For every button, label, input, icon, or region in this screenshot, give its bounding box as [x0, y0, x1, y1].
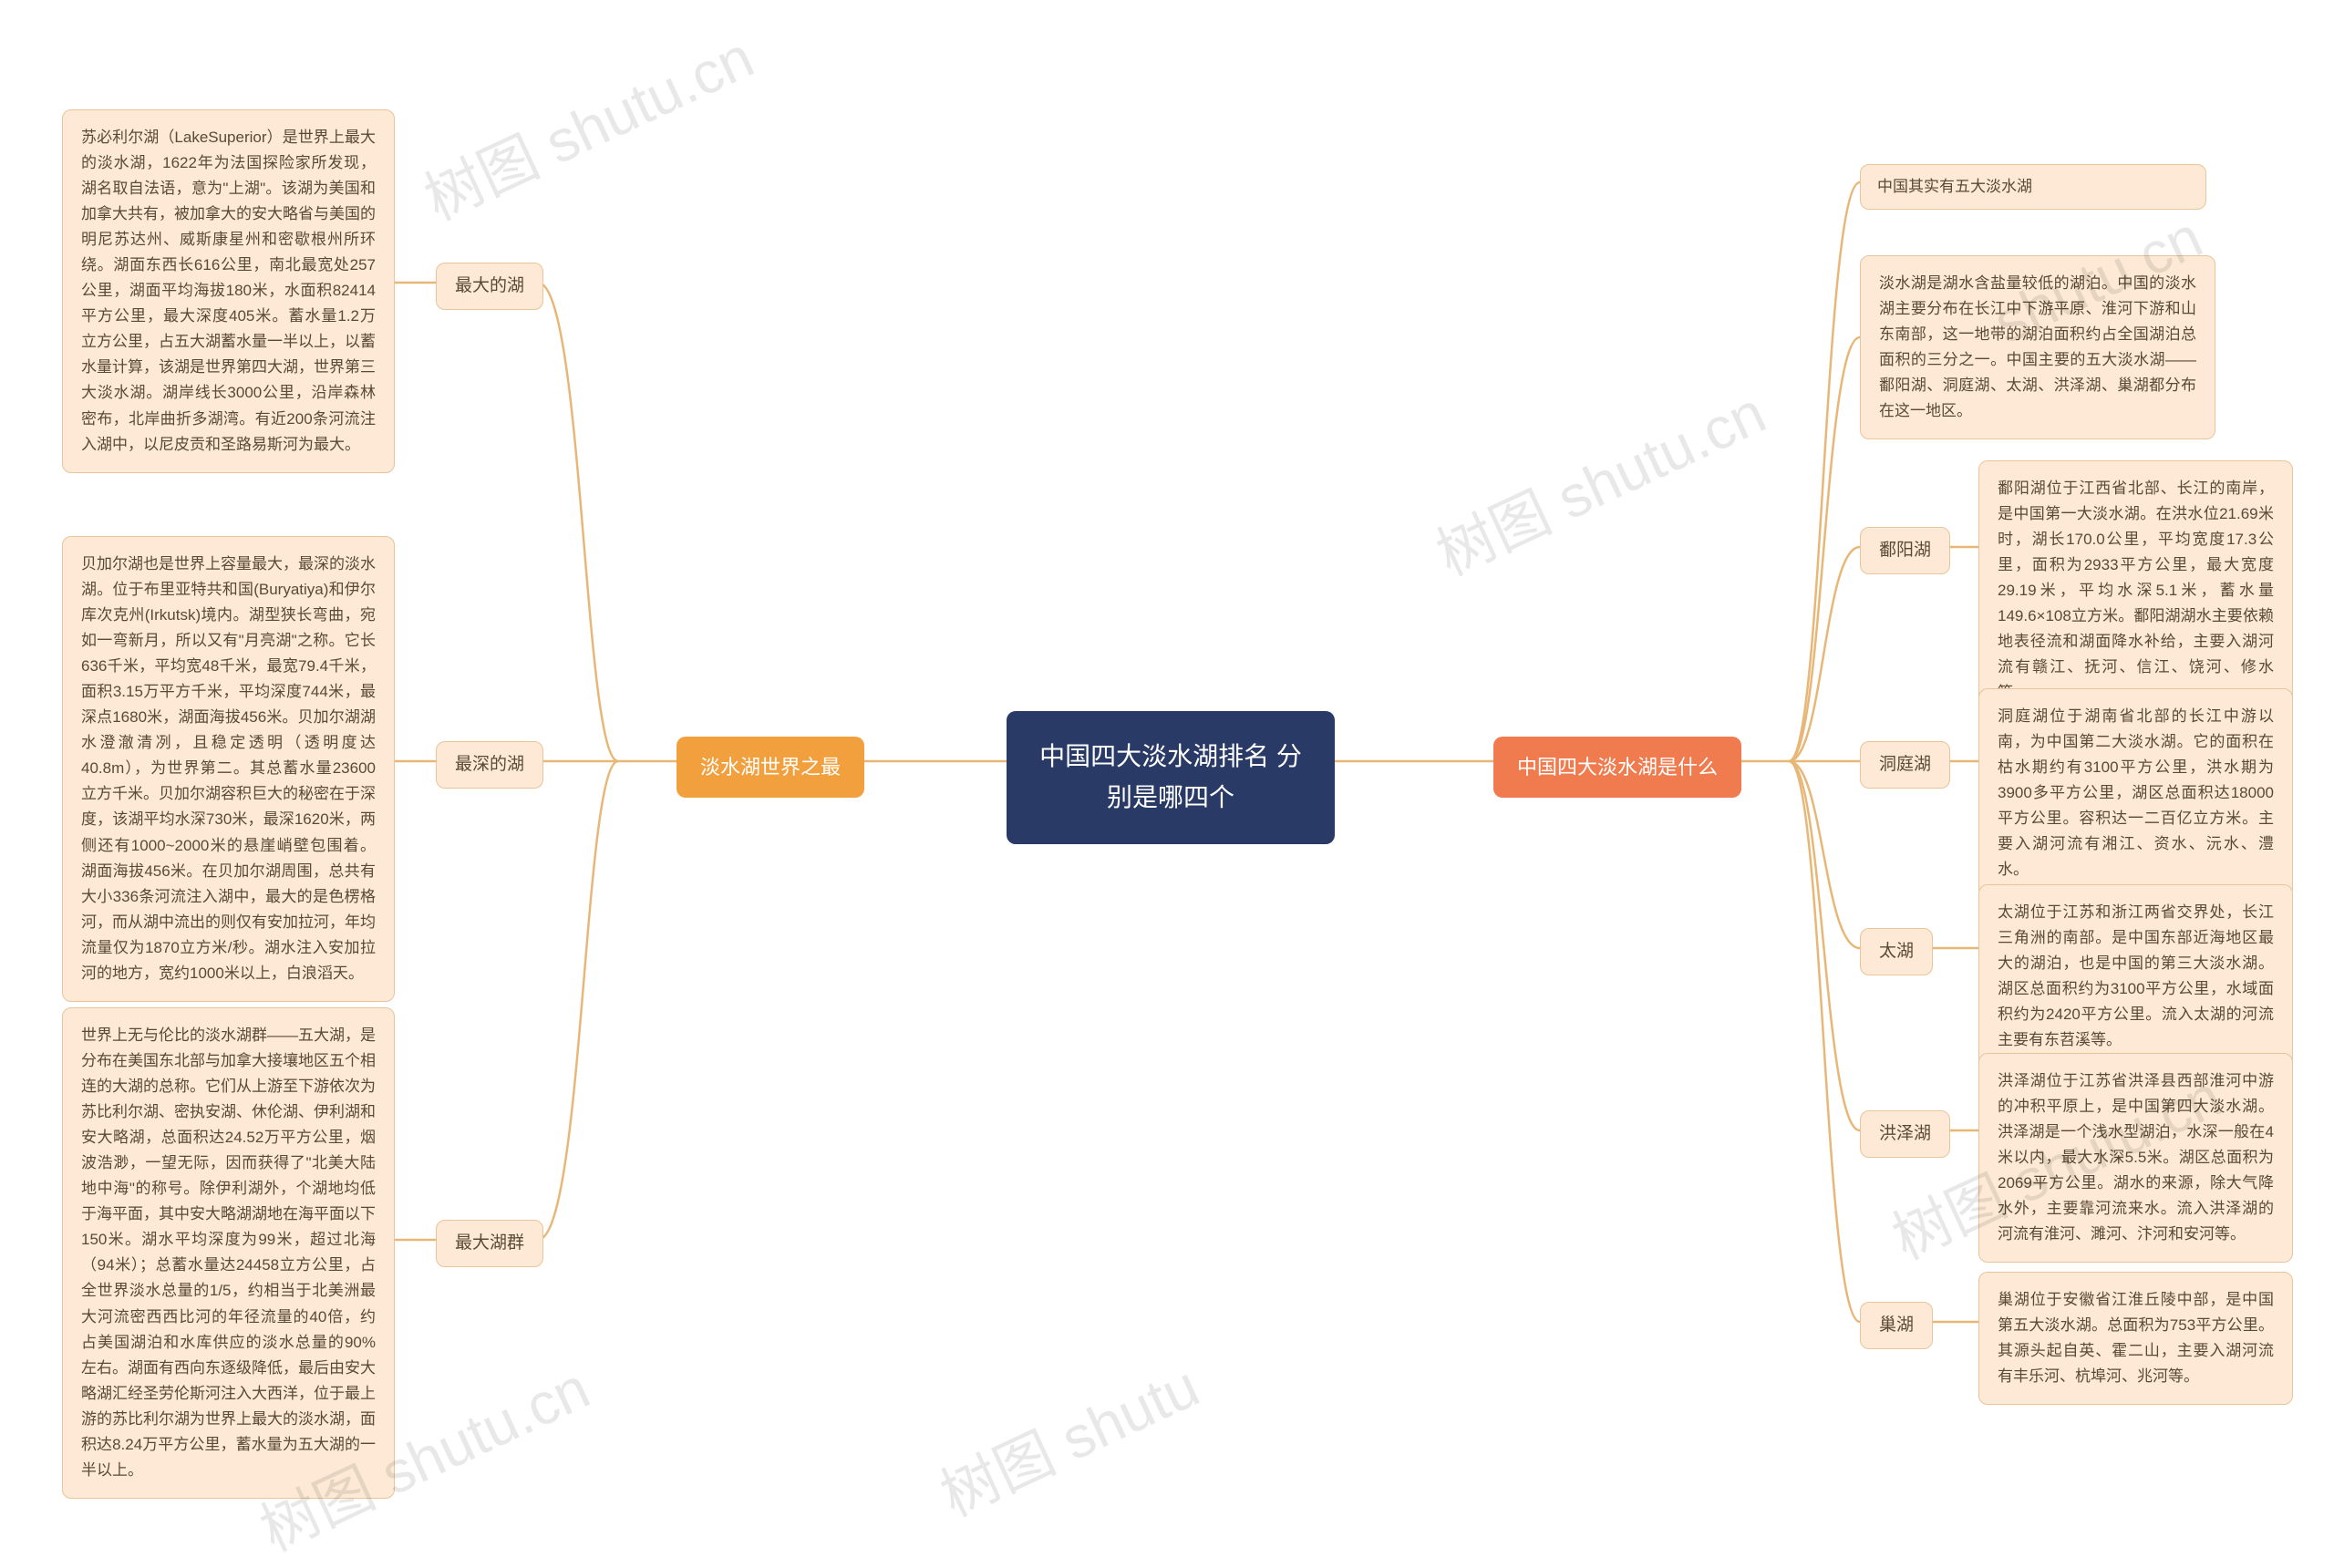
- left-leaf-1[interactable]: 贝加尔湖也是世界上容量最大，最深的淡水湖。位于布里亚特共和国(Buryatiya…: [62, 536, 395, 1002]
- left-sub-1-label: 最深的湖: [455, 751, 524, 779]
- root-title: 中国四大淡水湖排名 分别是哪四个: [1034, 737, 1307, 819]
- left-sub-0[interactable]: 最大的湖: [436, 263, 543, 310]
- right-leaf-0[interactable]: 中国其实有五大淡水湖: [1860, 164, 2206, 210]
- right-leaf-2[interactable]: 鄱阳湖位于江西省北部、长江的南岸，是中国第一大淡水湖。在洪水位21.69米时，湖…: [1978, 460, 2293, 721]
- right-leaf-3[interactable]: 洞庭湖位于湖南省北部的长江中游以南，为中国第二大淡水湖。它的面积在枯水期约有31…: [1978, 688, 2293, 898]
- right-leaf-6[interactable]: 巢湖位于安徽省江淮丘陵中部，是中国第五大淡水湖。总面积为753平方公里。其源头起…: [1978, 1272, 2293, 1405]
- left-leaf-1-text: 贝加尔湖也是世界上容量最大，最深的淡水湖。位于布里亚特共和国(Buryatiya…: [81, 555, 376, 982]
- right-sub-2-label: 鄱阳湖: [1879, 537, 1931, 564]
- left-leaf-0[interactable]: 苏必利尔湖（LakeSuperior）是世界上最大的淡水湖，1622年为法国探险…: [62, 109, 395, 473]
- left-leaf-2[interactable]: 世界上无与伦比的淡水湖群——五大湖，是分布在美国东北部与加拿大接壤地区五个相连的…: [62, 1007, 395, 1499]
- right-leaf-4-text: 太湖位于江苏和浙江两省交界处，长江三角洲的南部。是中国东部近海地区最大的湖泊，也…: [1998, 903, 2274, 1048]
- watermark-0: 树图 shutu.cn: [409, 11, 765, 236]
- right-leaf-1[interactable]: 淡水湖是湖水含盐量较低的湖泊。中国的淡水湖主要分布在长江中下游平原、淮河下游和山…: [1860, 255, 2215, 439]
- right-leaf-5[interactable]: 洪泽湖位于江苏省洪泽县西部淮河中游的冲积平原上，是中国第四大淡水湖。洪泽湖是一个…: [1978, 1053, 2293, 1263]
- right-leaf-2-text: 鄱阳湖位于江西省北部、长江的南岸，是中国第一大淡水湖。在洪水位21.69米时，湖…: [1998, 480, 2274, 701]
- right-sub-2[interactable]: 鄱阳湖: [1860, 527, 1950, 574]
- left-category-label: 淡水湖世界之最: [700, 751, 841, 783]
- right-leaf-6-text: 巢湖位于安徽省江淮丘陵中部，是中国第五大淡水湖。总面积为753平方公里。其源头起…: [1998, 1291, 2274, 1385]
- right-leaf-5-text: 洪泽湖位于江苏省洪泽县西部淮河中游的冲积平原上，是中国第四大淡水湖。洪泽湖是一个…: [1998, 1072, 2274, 1243]
- right-sub-6[interactable]: 巢湖: [1860, 1302, 1933, 1349]
- right-sub-3[interactable]: 洞庭湖: [1860, 741, 1950, 789]
- left-sub-0-label: 最大的湖: [455, 273, 524, 300]
- right-sub-5[interactable]: 洪泽湖: [1860, 1110, 1950, 1158]
- root-node[interactable]: 中国四大淡水湖排名 分别是哪四个: [1007, 711, 1335, 844]
- left-leaf-2-text: 世界上无与伦比的淡水湖群——五大湖，是分布在美国东北部与加拿大接壤地区五个相连的…: [81, 1026, 376, 1479]
- left-category[interactable]: 淡水湖世界之最: [676, 737, 864, 798]
- right-leaf-3-text: 洞庭湖位于湖南省北部的长江中游以南，为中国第二大淡水湖。它的面积在枯水期约有31…: [1998, 707, 2274, 878]
- left-sub-2[interactable]: 最大湖群: [436, 1220, 543, 1267]
- left-sub-1[interactable]: 最深的湖: [436, 741, 543, 789]
- right-sub-4[interactable]: 太湖: [1860, 928, 1933, 975]
- right-sub-5-label: 洪泽湖: [1879, 1120, 1931, 1148]
- right-leaf-0-text: 中国其实有五大淡水湖: [1877, 178, 2032, 195]
- watermark-1: 树图 shutu.cn: [1421, 366, 1777, 592]
- right-leaf-4[interactable]: 太湖位于江苏和浙江两省交界处，长江三角洲的南部。是中国东部近海地区最大的湖泊，也…: [1978, 884, 2293, 1068]
- right-sub-4-label: 太湖: [1879, 938, 1914, 965]
- right-leaf-1-text: 淡水湖是湖水含盐量较低的湖泊。中国的淡水湖主要分布在长江中下游平原、淮河下游和山…: [1879, 274, 2196, 419]
- right-category-label: 中国四大淡水湖是什么: [1517, 751, 1718, 783]
- right-sub-3-label: 洞庭湖: [1879, 751, 1931, 779]
- mindmap-canvas: 中国四大淡水湖排名 分别是哪四个 淡水湖世界之最 最大的湖 最深的湖 最大湖群 …: [0, 0, 2334, 1523]
- watermark-5: 树图 shutu: [925, 1340, 1211, 1532]
- left-sub-2-label: 最大湖群: [455, 1230, 524, 1257]
- right-category[interactable]: 中国四大淡水湖是什么: [1493, 737, 1741, 798]
- left-leaf-0-text: 苏必利尔湖（LakeSuperior）是世界上最大的淡水湖，1622年为法国探险…: [81, 129, 376, 453]
- right-sub-6-label: 巢湖: [1879, 1312, 1914, 1339]
